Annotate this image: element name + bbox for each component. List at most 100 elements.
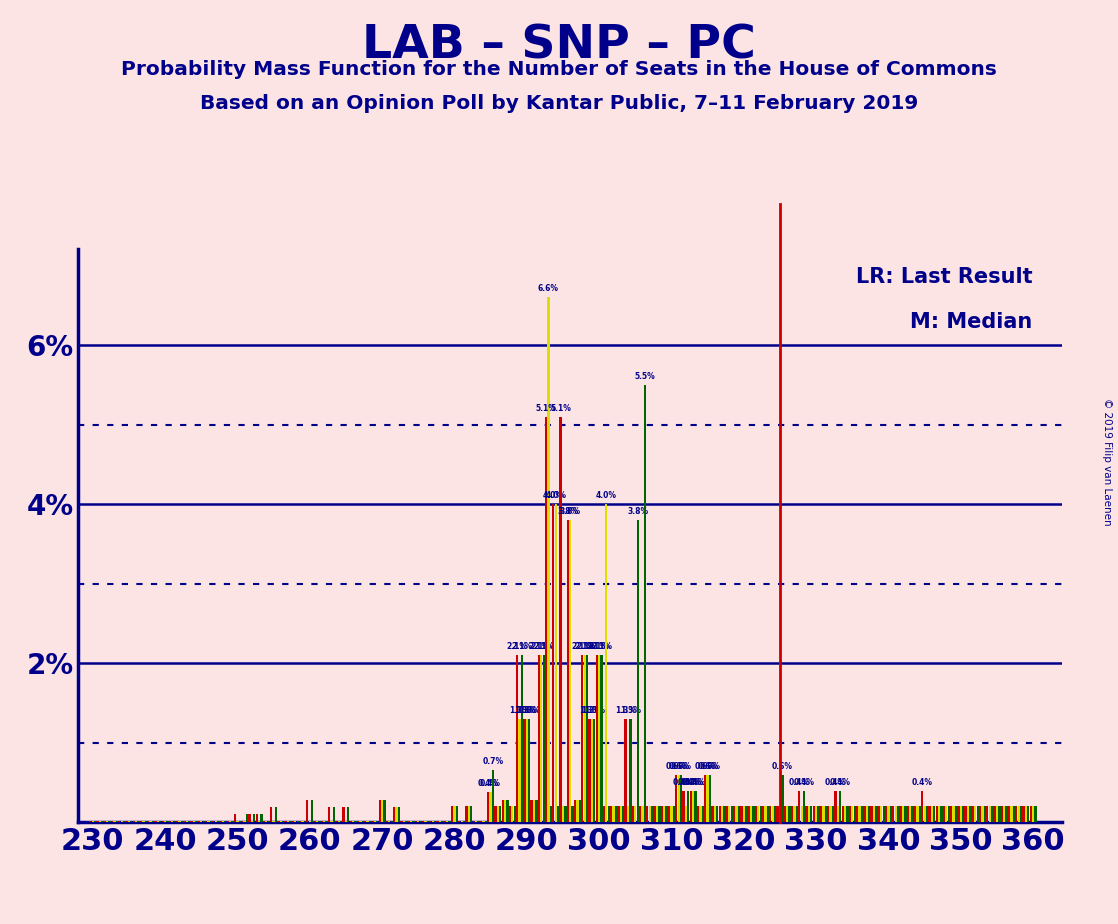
Bar: [436, 821, 438, 822]
Bar: [576, 800, 578, 822]
Bar: [311, 800, 313, 822]
Bar: [671, 807, 673, 822]
Bar: [429, 821, 432, 822]
Bar: [923, 807, 926, 822]
Bar: [383, 800, 386, 822]
Bar: [154, 821, 157, 822]
Text: 0.4%: 0.4%: [477, 779, 499, 788]
Bar: [354, 821, 357, 822]
Bar: [477, 821, 480, 822]
Bar: [260, 814, 263, 822]
Bar: [639, 807, 642, 822]
Bar: [702, 807, 704, 822]
Bar: [921, 791, 923, 822]
Text: 2.1%: 2.1%: [533, 642, 555, 651]
Bar: [834, 791, 836, 822]
Bar: [717, 807, 719, 822]
Bar: [258, 821, 260, 822]
Bar: [740, 807, 742, 822]
Bar: [827, 807, 830, 822]
Bar: [425, 821, 427, 822]
Bar: [92, 821, 94, 822]
Bar: [581, 655, 584, 822]
Text: © 2019 Filip van Laenen: © 2019 Filip van Laenen: [1102, 398, 1112, 526]
Bar: [728, 807, 730, 822]
Bar: [444, 821, 446, 822]
Bar: [148, 821, 150, 822]
Bar: [752, 807, 755, 822]
Bar: [442, 821, 444, 822]
Bar: [846, 807, 849, 822]
Bar: [767, 807, 769, 822]
Bar: [634, 807, 636, 822]
Bar: [574, 800, 576, 822]
Bar: [439, 821, 442, 822]
Bar: [994, 807, 996, 822]
Bar: [271, 808, 273, 822]
Bar: [415, 821, 417, 822]
Bar: [817, 807, 819, 822]
Bar: [140, 821, 142, 822]
Bar: [367, 821, 369, 822]
Bar: [875, 807, 878, 822]
Bar: [805, 807, 807, 822]
Bar: [188, 821, 190, 822]
Text: 0.4%: 0.4%: [678, 778, 699, 786]
Text: 2.1%: 2.1%: [575, 642, 595, 651]
Bar: [748, 807, 750, 822]
Bar: [730, 807, 733, 822]
Bar: [704, 774, 707, 822]
Bar: [885, 807, 888, 822]
Bar: [376, 821, 378, 822]
Bar: [548, 298, 550, 822]
Bar: [369, 821, 371, 822]
Bar: [851, 807, 853, 822]
Bar: [986, 807, 988, 822]
Bar: [934, 807, 936, 822]
Bar: [96, 821, 98, 822]
Bar: [865, 807, 868, 822]
Bar: [525, 719, 528, 822]
Bar: [911, 807, 913, 822]
Bar: [340, 821, 342, 822]
Bar: [615, 807, 617, 822]
Bar: [540, 655, 542, 822]
Bar: [759, 807, 761, 822]
Text: 2.1%: 2.1%: [577, 642, 597, 651]
Bar: [842, 807, 844, 822]
Bar: [567, 520, 569, 822]
Bar: [448, 821, 451, 822]
Bar: [323, 821, 325, 822]
Bar: [784, 807, 786, 822]
Bar: [769, 807, 771, 822]
Bar: [419, 821, 421, 822]
Bar: [882, 807, 884, 822]
Bar: [207, 821, 209, 822]
Bar: [938, 807, 940, 822]
Bar: [844, 807, 846, 822]
Text: 0.6%: 0.6%: [698, 761, 718, 771]
Text: 2.1%: 2.1%: [571, 642, 593, 651]
Bar: [644, 384, 646, 822]
Bar: [410, 821, 413, 822]
Bar: [579, 800, 581, 822]
Bar: [413, 821, 415, 822]
Bar: [832, 807, 834, 822]
Bar: [771, 807, 774, 822]
Bar: [830, 807, 832, 822]
Bar: [521, 655, 523, 822]
Bar: [196, 821, 198, 822]
Bar: [713, 807, 716, 822]
Bar: [651, 807, 653, 822]
Bar: [487, 792, 490, 822]
Bar: [221, 821, 224, 822]
Bar: [463, 821, 465, 822]
Bar: [321, 821, 323, 822]
Bar: [899, 807, 902, 822]
Text: 3.8%: 3.8%: [560, 507, 580, 516]
Text: 2.1%: 2.1%: [529, 642, 549, 651]
Bar: [517, 655, 519, 822]
Bar: [967, 807, 969, 822]
Bar: [800, 807, 803, 822]
Bar: [467, 807, 470, 822]
